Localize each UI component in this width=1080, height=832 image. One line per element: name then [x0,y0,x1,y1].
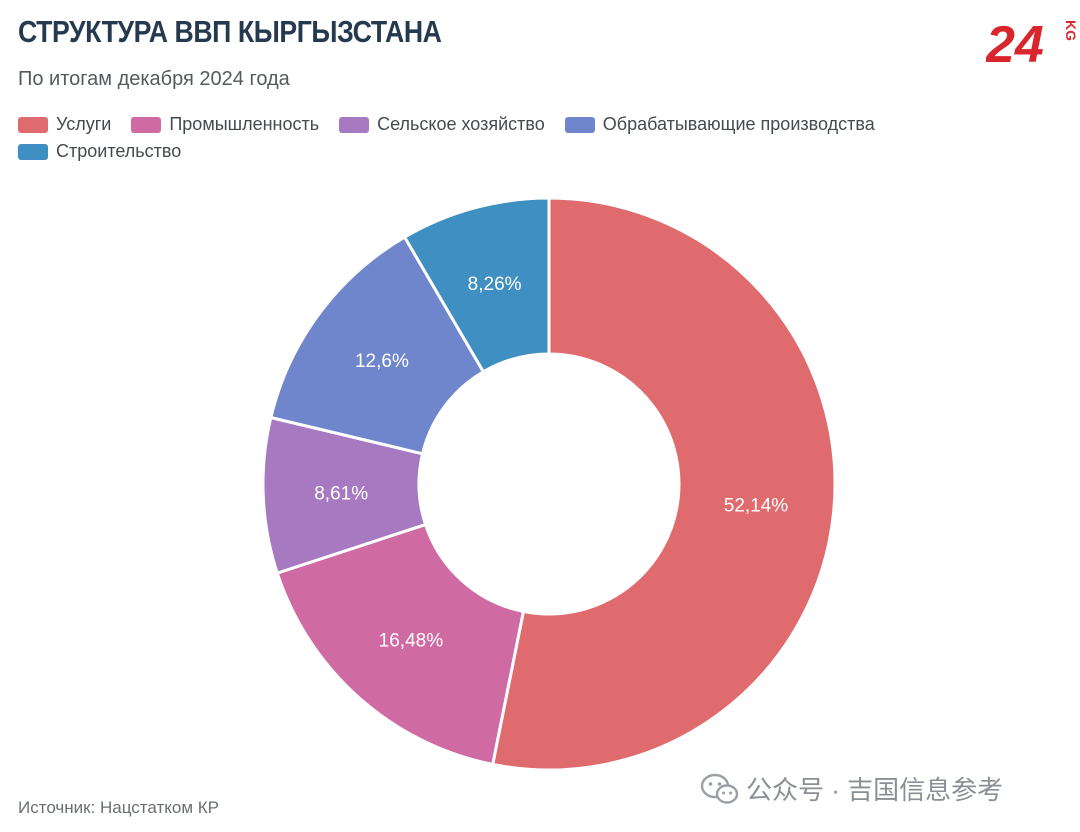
legend-label: Строительство [56,141,182,161]
legend-label: Промышленность [169,114,320,134]
watermark-text: 公众号 · 吉国信息参考 [746,775,1004,805]
24kg-logo: 24 KG [986,16,1076,70]
legend-swatch [564,116,595,133]
logo-suffix: KG [1063,20,1076,41]
slice-label-1: 52,14% [724,496,789,517]
slice-4[interactable] [269,235,485,456]
logo-number: 24 [986,16,1044,70]
legend-item[interactable]: Сельское хозяйство [339,114,545,135]
legend-item[interactable]: Строительство [18,141,181,162]
slice-label-4: 12,6% [355,351,409,372]
chart-subtitle: По итогам декабря 2024 года [18,68,290,90]
legend-swatch [18,116,48,133]
legend: Услуги Промышленность Сельское хозяйство Об… [18,114,918,162]
legend-label: Услуги [56,114,112,134]
legend-label: Сельское хозяйство [377,114,545,134]
legend-item[interactable]: Услуги [18,114,111,135]
slice-label-2: 16,48% [379,631,444,652]
watermark: 公众号 · 吉国信息参考 [700,770,1003,807]
slice-label-3: 8,61% [314,484,368,505]
slice-2[interactable] [275,523,525,766]
slice-1[interactable] [491,196,837,772]
slice-5[interactable] [403,196,551,374]
legend-swatch [339,116,370,133]
legend-swatch [131,116,162,133]
legend-item[interactable]: Обрабатывающие производства [564,114,875,135]
slice-label-5: 8,26% [468,274,522,295]
source-note: Источник: Нацстатком КР [18,798,219,817]
chart-title: СТРУКТУРА ВВП КЫРГЫЗСТАНА [18,14,442,49]
legend-label: Обрабатывающие производства [602,114,875,134]
legend-item[interactable]: Промышленность [131,114,319,135]
legend-swatch [18,143,48,160]
wechat-icon [700,773,739,804]
